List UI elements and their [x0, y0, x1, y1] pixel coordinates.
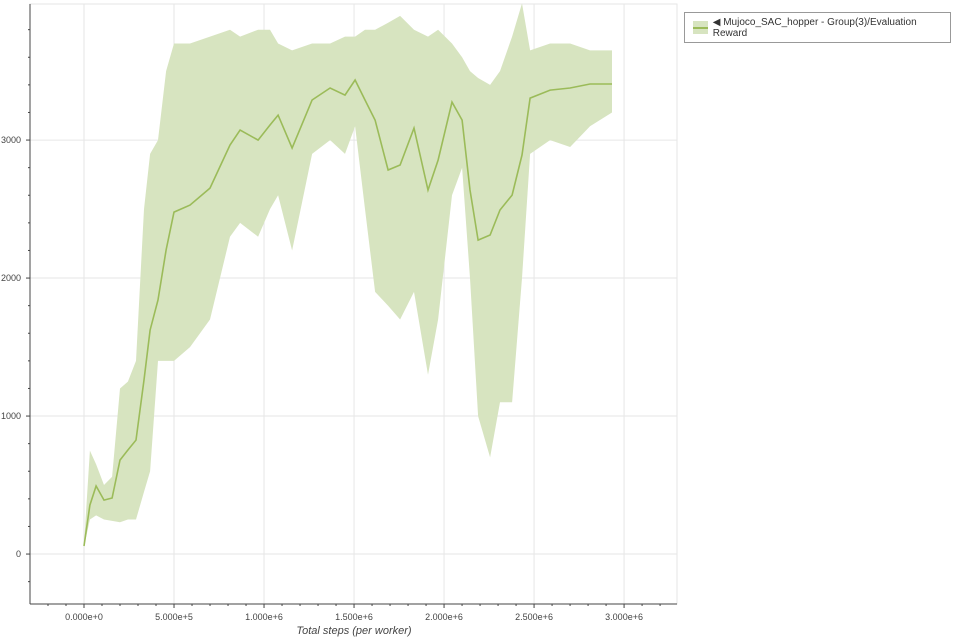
series-mean-line	[83, 78, 612, 547]
x-tick-label: 1.500e+6	[335, 612, 373, 622]
legend-swatch-icon	[693, 21, 708, 34]
x-tick-label: 1.000e+6	[245, 612, 283, 622]
y-tick-label: 2000	[1, 273, 21, 283]
y-tick-label: 1000	[1, 411, 21, 421]
x-axis-label: Total steps (per worker)	[296, 625, 411, 637]
x-tick-label: 5.000e+5	[155, 612, 193, 622]
x-tick-label: 3.000e+6	[605, 612, 643, 622]
axes: 0.000e+0 5.000e+5 1.000e+6 1.500e+6 2.000e+6…	[1, 4, 677, 622]
y-tick-label: 0	[16, 549, 21, 559]
x-tick-label: 0.000e+0	[65, 612, 103, 622]
x-tick-label: 2.500e+6	[515, 612, 553, 622]
legend[interactable]: ◀ Mujoco_SAC_hopper - Group(3)/Evaluatio…	[684, 12, 951, 43]
series-band	[84, 3, 612, 548]
legend-entry[interactable]: ◀ Mujoco_SAC_hopper - Group(3)/Evaluatio…	[712, 16, 917, 39]
y-tick-label: 3000	[1, 135, 21, 145]
x-tick-label: 2.000e+6	[425, 612, 463, 622]
